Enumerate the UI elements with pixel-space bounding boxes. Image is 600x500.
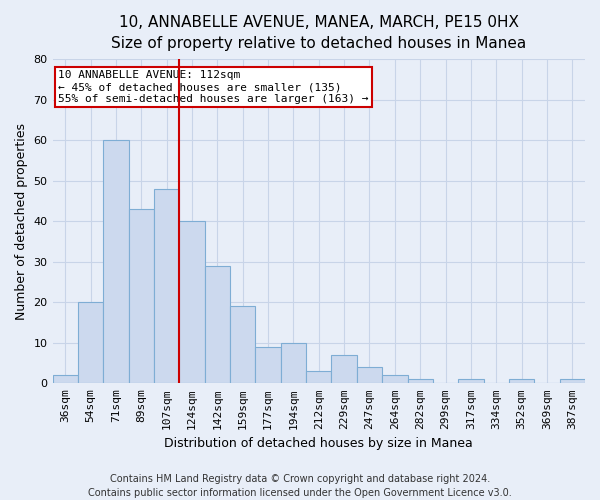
Title: 10, ANNABELLE AVENUE, MANEA, MARCH, PE15 0HX
Size of property relative to detach: 10, ANNABELLE AVENUE, MANEA, MARCH, PE15… [111,15,526,51]
Bar [281,343,306,384]
Bar [205,266,230,384]
Bar [382,375,407,384]
Bar [560,380,585,384]
X-axis label: Distribution of detached houses by size in Manea: Distribution of detached houses by size … [164,437,473,450]
Bar [458,380,484,384]
Bar [331,355,357,384]
Y-axis label: Number of detached properties: Number of detached properties [15,122,28,320]
Bar [230,306,256,384]
Bar [53,375,78,384]
Bar [256,347,281,384]
Bar [179,221,205,384]
Bar [407,380,433,384]
Bar [154,189,179,384]
Bar [357,367,382,384]
Text: Contains HM Land Registry data © Crown copyright and database right 2024.
Contai: Contains HM Land Registry data © Crown c… [88,474,512,498]
Bar [103,140,128,384]
Bar [306,371,331,384]
Bar [509,380,534,384]
Text: 10 ANNABELLE AVENUE: 112sqm
← 45% of detached houses are smaller (135)
55% of se: 10 ANNABELLE AVENUE: 112sqm ← 45% of det… [58,70,368,104]
Bar [128,209,154,384]
Bar [78,302,103,384]
